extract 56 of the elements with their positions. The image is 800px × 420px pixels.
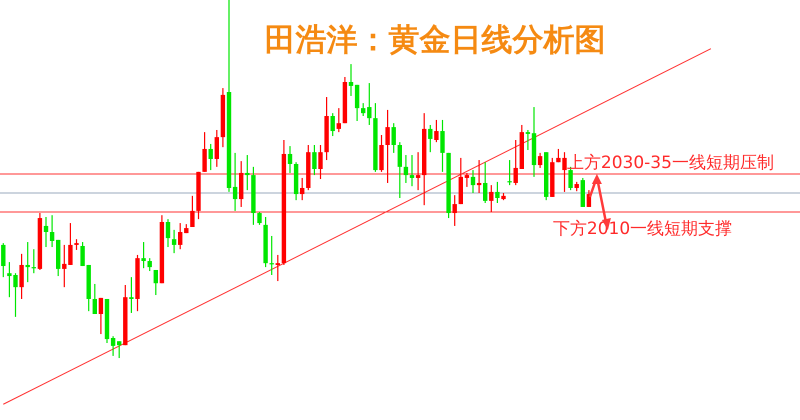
- candlestick: [257, 211, 262, 226]
- candlestick: [245, 154, 250, 191]
- candlestick: [13, 272, 18, 318]
- candlestick: [495, 181, 500, 204]
- candlestick: [385, 109, 390, 184]
- candlestick: [26, 241, 30, 283]
- candlestick: [562, 152, 567, 193]
- candlestick: [148, 258, 152, 272]
- candlestick: [276, 254, 280, 282]
- candlestick: [141, 241, 146, 269]
- candlestick: [398, 142, 402, 199]
- candlestick: [434, 119, 439, 143]
- candlestick: [489, 184, 494, 213]
- candlestick: [428, 124, 432, 153]
- candlestick: [476, 159, 482, 194]
- candlestick: [300, 177, 304, 201]
- candlestick: [586, 190, 592, 208]
- candlestick: [410, 154, 414, 187]
- candlestick: [208, 143, 213, 171]
- candlestick: [336, 108, 341, 133]
- candlestick: [452, 194, 457, 227]
- candlestick: [416, 152, 420, 191]
- candlestick: [440, 119, 445, 172]
- candlestick: [288, 145, 292, 174]
- candlestick: [348, 63, 354, 97]
- candlestick: [19, 253, 24, 300]
- candlestick: [7, 261, 12, 298]
- text: 田浩洋：黄金日线分析图: [264, 22, 606, 58]
- candlestick: [526, 129, 530, 151]
- candlestick: [129, 276, 134, 314]
- candlestick: [354, 84, 360, 122]
- candlestick: [392, 122, 396, 154]
- candlestick: [92, 283, 97, 315]
- candlestick: [538, 152, 542, 169]
- candlestick: [483, 162, 488, 204]
- ref-line-label: 上方2030-35一线短期压制: [566, 153, 774, 174]
- candlestick: [190, 195, 195, 228]
- candlestick: [330, 112, 335, 137]
- candlestick: [98, 297, 104, 335]
- candlestick: [202, 132, 207, 172]
- candlestick: [166, 218, 170, 248]
- candlestick: [44, 216, 48, 248]
- candlestick: [507, 159, 512, 186]
- candlestick: [214, 129, 219, 168]
- candlestick: [574, 181, 579, 192]
- candlestick: [312, 144, 317, 176]
- candlestick: [172, 229, 176, 254]
- candlestick: [154, 269, 158, 296]
- candlestick: [270, 235, 274, 276]
- candlestick: [32, 248, 36, 274]
- candlestick: [232, 152, 238, 212]
- candlestick: [318, 144, 323, 180]
- candlestick: [74, 238, 79, 251]
- candlestick: [556, 148, 561, 163]
- candlestick: [1, 242, 6, 278]
- candlestick: [404, 154, 408, 184]
